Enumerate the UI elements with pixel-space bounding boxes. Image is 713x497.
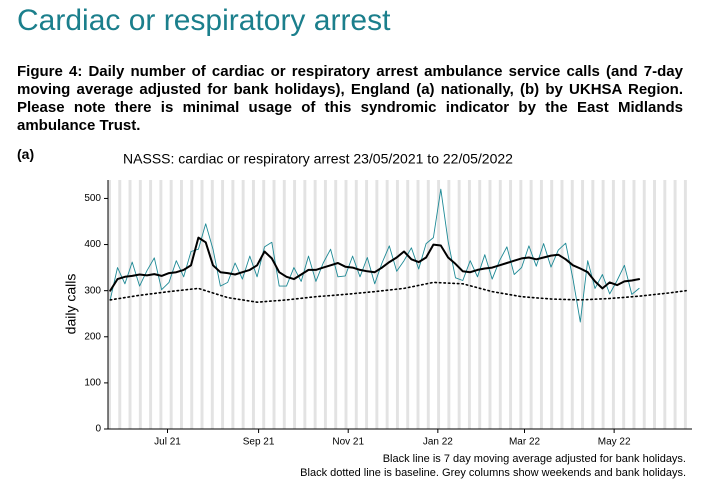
footnote: Black dotted line is baseline. Grey colu… (300, 467, 686, 479)
weekend-column (241, 180, 245, 429)
weekend-column (560, 180, 564, 429)
weekend-column (190, 180, 194, 429)
weekend-column (611, 180, 615, 429)
weekend-column (673, 180, 677, 429)
footnote: Black line is 7 day moving average adjus… (383, 453, 686, 465)
weekend-column (293, 180, 297, 429)
weekend-column (416, 180, 420, 429)
weekend-column (118, 180, 122, 429)
weekend-column (108, 180, 111, 429)
weekend-column (591, 180, 595, 429)
weekend-column (457, 180, 461, 429)
weekend-column (570, 180, 574, 429)
weekend-column (550, 180, 554, 429)
weekend-column (303, 180, 307, 429)
weekend-column (385, 180, 389, 429)
y-tick-label: 300 (84, 285, 101, 296)
x-tick-label: Jan 22 (423, 437, 453, 448)
panel-label: (a) (17, 146, 35, 162)
weekend-column (498, 180, 502, 429)
weekend-column (395, 180, 399, 429)
weekend-column (231, 180, 235, 429)
weekend-column (509, 180, 513, 429)
weekend-column (539, 180, 543, 429)
weekend-column (354, 180, 358, 429)
weekend-column (149, 180, 153, 429)
weekend-column (365, 180, 369, 429)
weekend-column (313, 180, 317, 429)
weekend-column (138, 180, 142, 429)
weekend-column (159, 180, 163, 429)
weekend-column (683, 180, 687, 429)
y-tick-label: 500 (84, 193, 101, 204)
figure-caption: Figure 4: Daily number of cardiac or res… (17, 63, 683, 134)
weekend-column (519, 180, 523, 429)
weekend-column (426, 180, 430, 429)
x-tick-label: Nov 21 (332, 437, 364, 448)
weekend-column (632, 180, 636, 429)
weekend-column (262, 180, 266, 429)
weekend-column (437, 180, 441, 429)
background (108, 180, 687, 429)
x-tick-label: May 22 (598, 437, 631, 448)
weekend-column (529, 180, 533, 429)
series-line (109, 236, 641, 292)
weekend-column (272, 180, 276, 429)
weekend-column (375, 180, 379, 429)
weekend-column (282, 180, 286, 429)
weekend-column (663, 180, 667, 429)
y-tick-label: 100 (84, 378, 101, 389)
series-line (109, 188, 640, 323)
y-axis-label: daily calls (63, 274, 79, 335)
weekend-column (251, 180, 255, 429)
weekend-column (601, 180, 605, 429)
weekend-column (478, 180, 482, 429)
x-tick-label: Jul 21 (154, 437, 181, 448)
weekend-column (622, 180, 626, 429)
series-line (109, 281, 687, 303)
weekend-column (221, 180, 225, 429)
weekend-column (653, 180, 657, 429)
weekend-column (642, 180, 646, 429)
weekend-column (406, 180, 410, 429)
chart-title: NASSS: cardiac or respiratory arrest 23/… (123, 151, 513, 167)
weekend-column (128, 180, 132, 429)
x-tick-label: Sep 21 (243, 437, 275, 448)
y-tick-label: 0 (95, 424, 101, 435)
weekend-column (488, 180, 492, 429)
weekend-column (467, 180, 471, 429)
x-tick-label: Mar 22 (509, 437, 541, 448)
weekend-column (323, 180, 327, 429)
page-title: Cardiac or respiratory arrest (17, 4, 391, 37)
weekend-column (344, 180, 348, 429)
y-tick-label: 400 (84, 239, 101, 250)
weekend-column (179, 180, 183, 429)
y-tick-label: 200 (84, 331, 101, 342)
weekend-column (334, 180, 338, 429)
weekend-column (447, 180, 451, 429)
weekend-column (210, 180, 214, 429)
weekend-column (200, 180, 204, 429)
weekend-column (169, 180, 173, 429)
